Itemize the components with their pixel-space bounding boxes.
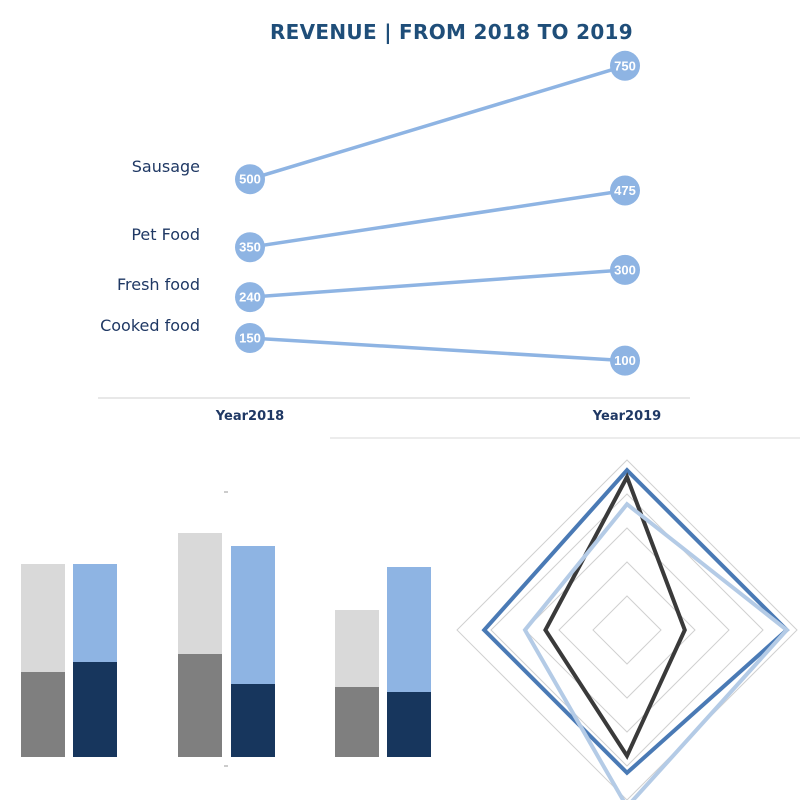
data-label-1-0: 350 [239, 240, 261, 255]
radar-grid-ring-3 [524, 527, 730, 733]
series-line-3 [249, 336, 626, 363]
radar-series-1 [543, 472, 687, 760]
data-point-1-1 [610, 175, 640, 206]
bar-base-0-0 [21, 672, 65, 757]
data-label-0-0: 500 [239, 172, 261, 187]
radar-series-0 [481, 467, 790, 776]
bar-top-1-0 [178, 533, 222, 654]
data-label-1-1: 475 [614, 183, 636, 198]
bar-top-2-0 [335, 610, 379, 687]
series-line-1 [249, 188, 626, 249]
series-label-0: Sausage [132, 157, 200, 176]
bar-base-1-0 [178, 654, 222, 757]
x-tick-label-0: Year2018 [215, 409, 284, 424]
series-label-1: Pet Food [131, 225, 200, 244]
data-label-2-0: 240 [239, 290, 261, 305]
data-point-3-1 [610, 345, 640, 376]
radar-grid-ring-5 [456, 459, 798, 800]
bar-top-2-1 [387, 567, 431, 692]
radar-grid-ring-2 [558, 561, 696, 699]
bar-base-0-1 [73, 662, 117, 757]
data-point-1-0 [235, 232, 265, 263]
bar-top-1-1 [231, 546, 275, 684]
radar-series-2 [522, 501, 790, 800]
series-line-0 [249, 64, 626, 181]
data-point-2-0 [235, 282, 265, 313]
data-label-2-1: 300 [614, 262, 636, 277]
series-label-2: Fresh food [117, 275, 200, 294]
series-line-2 [249, 268, 626, 299]
series-label-3: Cooked food [100, 316, 200, 335]
x-tick-label-1: Year2019 [592, 409, 661, 424]
data-label-0-1: 750 [614, 58, 636, 73]
bar-top-0-1 [73, 564, 117, 662]
data-label-3-1: 100 [614, 353, 636, 368]
slope-chart: Year2018 Year2019 Sausage 500 750 Pet Food 350… [98, 50, 690, 424]
bar-base-2-0 [335, 687, 379, 757]
data-label-3-0: 150 [239, 330, 261, 345]
data-point-2-1 [610, 254, 640, 285]
radar-grid-ring-4 [490, 493, 764, 767]
radar-grid-ring-1 [592, 595, 662, 665]
data-point-0-0 [235, 164, 265, 195]
data-point-3-0 [235, 322, 265, 353]
stacked-bar-chart [21, 491, 431, 767]
bar-top-0-0 [21, 564, 65, 672]
bar-base-1-1 [231, 684, 275, 757]
chart-title: REVENUE | FROM 2018 TO 2019 [269, 20, 633, 44]
data-point-0-1 [610, 50, 640, 81]
bar-base-2-1 [387, 692, 431, 757]
